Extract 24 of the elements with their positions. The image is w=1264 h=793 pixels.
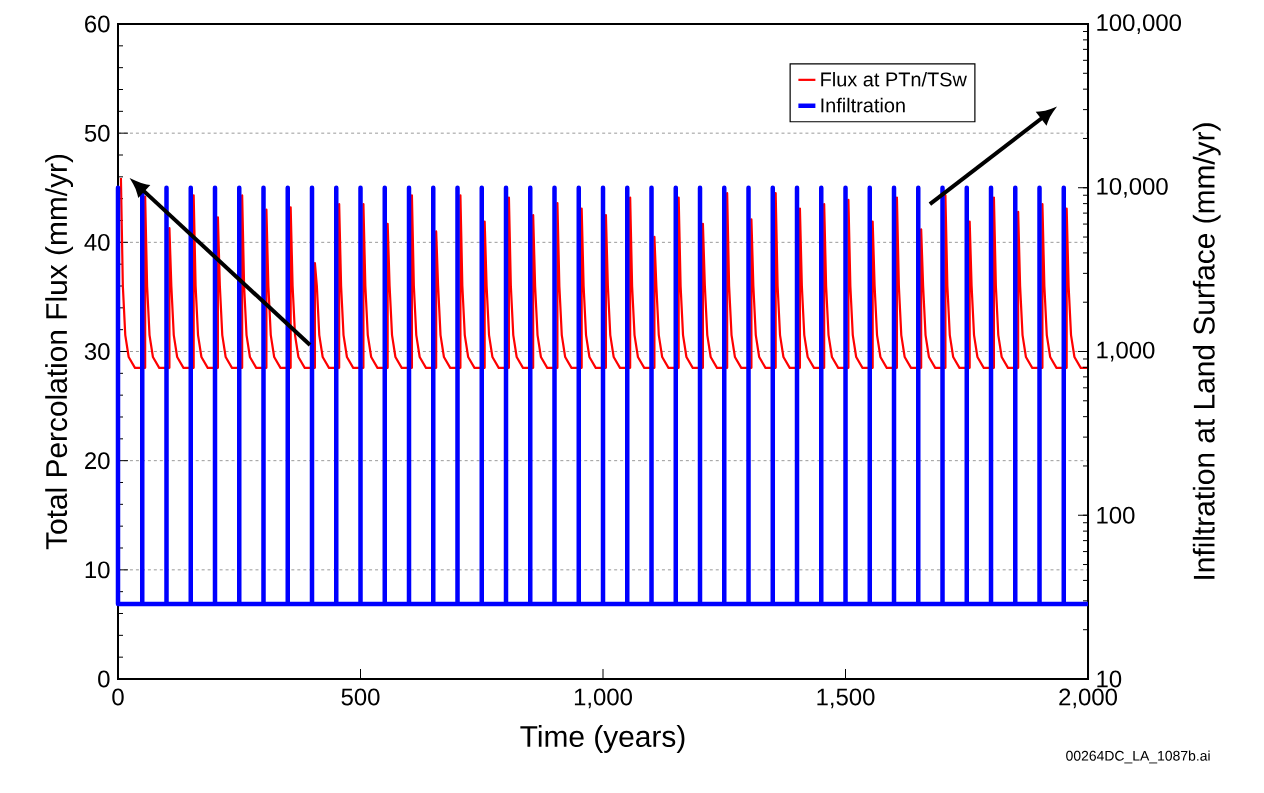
x-tick-label: 500 bbox=[341, 688, 380, 706]
x-axis-title: Time (years) bbox=[520, 725, 685, 753]
y2-tick-label: 100,000 bbox=[1097, 14, 1182, 34]
text: 00264DC_LA_1087b.ai bbox=[1066, 750, 1210, 764]
x-tick-label: 1,500 bbox=[817, 688, 875, 709]
y-tick-label: 20 bbox=[85, 452, 110, 470]
y-tick-label: 60 bbox=[85, 15, 110, 33]
y2-tick-label: 1,000 bbox=[1097, 341, 1155, 362]
y2-axis-title: Infiltration at Land Surface (mm/yr) bbox=[1192, 123, 1221, 579]
y2-tick-label: 100 bbox=[1097, 506, 1135, 524]
line-series bbox=[119, 176, 1090, 369]
y-tick-label: 0 bbox=[98, 670, 110, 688]
x-tick-label: 2,000 bbox=[1059, 688, 1117, 709]
y-tick-label: 50 bbox=[84, 124, 110, 142]
y2-tick-label: 10 bbox=[1097, 670, 1122, 688]
legend-label: Flux at PTn/TSw bbox=[821, 71, 967, 87]
y-tick-label: 40 bbox=[84, 233, 110, 251]
legend-label: Infiltration bbox=[821, 97, 905, 113]
x-tick-label: 0 bbox=[112, 688, 124, 706]
y-tick-label: 10 bbox=[85, 561, 110, 579]
y-axis-title: Total Percolation Flux (mm/yr) bbox=[45, 154, 74, 550]
y-tick-label: 30 bbox=[84, 343, 110, 360]
y2-tick-label: 10,000 bbox=[1097, 177, 1168, 198]
x-tick-label: 1,000 bbox=[574, 688, 632, 709]
